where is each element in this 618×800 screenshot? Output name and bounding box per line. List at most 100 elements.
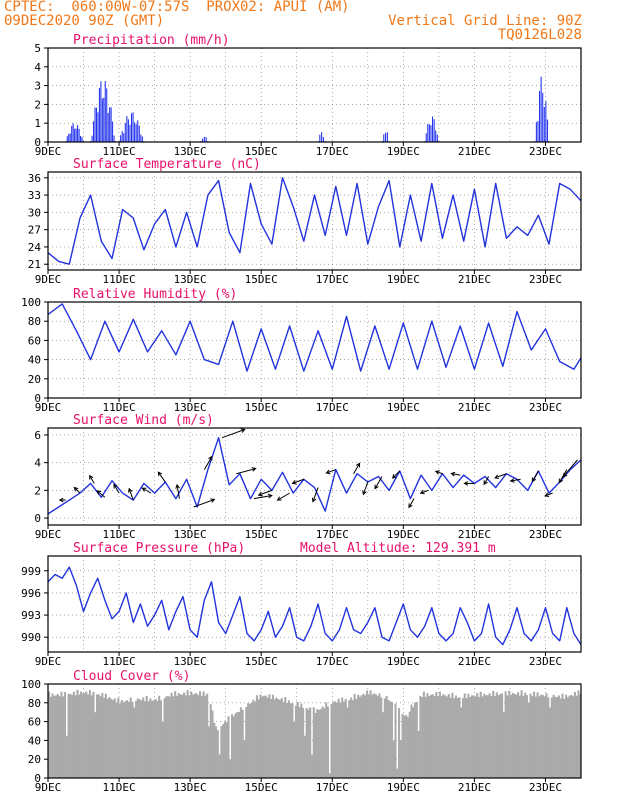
cloud-bar bbox=[106, 698, 109, 778]
cloud-bar bbox=[133, 707, 136, 778]
x-tick-label: 11DEC bbox=[103, 655, 136, 668]
cloud-bar bbox=[472, 695, 475, 778]
cloud-bar bbox=[213, 722, 216, 778]
cloud-bar bbox=[239, 707, 242, 778]
y-tick-label: 40 bbox=[28, 354, 41, 367]
wind-vector bbox=[544, 492, 553, 497]
cloud-bar bbox=[330, 703, 333, 778]
cloud-bar bbox=[113, 698, 116, 778]
cloud-bar bbox=[442, 694, 445, 778]
x-tick-label: 19DEC bbox=[387, 145, 420, 158]
cloud-bar bbox=[312, 707, 315, 778]
cloud-bar bbox=[245, 707, 248, 778]
cloud-bar bbox=[131, 701, 134, 778]
cloud-bar bbox=[287, 700, 290, 778]
cloud-bar bbox=[429, 694, 433, 778]
cloud-bar bbox=[174, 691, 177, 778]
wind-vector bbox=[531, 470, 539, 482]
x-tick-label: 23DEC bbox=[529, 655, 562, 668]
header-line1-left: CPTEC: 060:00W-07:57S PROX02: APUI (AM) bbox=[4, 0, 350, 15]
cloud-bar bbox=[207, 726, 210, 778]
x-tick-label: 17DEC bbox=[316, 145, 349, 158]
precip-bar bbox=[132, 112, 134, 142]
y-tick-label: 33 bbox=[28, 189, 41, 202]
precip-bar bbox=[428, 124, 430, 142]
cloud-bar bbox=[48, 691, 51, 778]
wind-vector bbox=[193, 498, 215, 508]
x-tick-label: 15DEC bbox=[245, 273, 278, 286]
wind-vector bbox=[392, 470, 401, 479]
precip-bar bbox=[205, 137, 207, 142]
temp-title: Surface Temperature (nC) bbox=[73, 157, 261, 172]
precip-bar bbox=[95, 107, 98, 142]
x-tick-label: 19DEC bbox=[387, 655, 420, 668]
x-tick-label: 11DEC bbox=[103, 401, 136, 414]
cloud-bar bbox=[495, 692, 498, 778]
cloud-bar bbox=[197, 695, 200, 778]
precip-bar bbox=[100, 81, 102, 142]
cloud-bar bbox=[321, 706, 324, 778]
precip-bar bbox=[110, 107, 112, 142]
cloud-bar bbox=[140, 700, 143, 778]
wind-vector-head bbox=[89, 474, 94, 480]
wind-vector-head bbox=[494, 474, 500, 479]
cloud-bar bbox=[145, 696, 148, 778]
cloud-bar bbox=[232, 716, 235, 778]
wind-vector bbox=[277, 492, 290, 501]
y-tick-label: 6 bbox=[34, 429, 41, 442]
cloud-bar bbox=[309, 707, 312, 778]
wind-vector-head bbox=[509, 478, 515, 483]
cloud-bar bbox=[376, 695, 379, 778]
cloud-bar bbox=[346, 707, 349, 778]
cloud-bar bbox=[117, 697, 120, 778]
precip-bar bbox=[141, 136, 143, 142]
y-tick-label: 27 bbox=[28, 224, 41, 237]
x-tick-label: 9DEC bbox=[35, 145, 62, 158]
y-tick-label: 40 bbox=[28, 734, 41, 747]
cloud-bar bbox=[481, 696, 484, 778]
cloud-bar bbox=[151, 700, 154, 778]
wind-vector-head bbox=[408, 503, 413, 509]
cloud-bar bbox=[234, 713, 237, 778]
pres-frame bbox=[47, 555, 582, 653]
cloud-bar bbox=[87, 694, 90, 778]
cloud-bar bbox=[493, 696, 497, 778]
cloud-bar bbox=[378, 693, 381, 778]
wind-vector-head bbox=[531, 477, 537, 483]
cloud-bar bbox=[181, 694, 184, 778]
cloud-bar bbox=[161, 721, 164, 778]
cloud-bar bbox=[90, 695, 93, 778]
wind-vector-head bbox=[355, 462, 361, 468]
wind-vector-head bbox=[463, 481, 469, 486]
cloud-bar bbox=[509, 694, 513, 778]
rh-frame bbox=[47, 301, 582, 399]
cloud-bar bbox=[152, 700, 155, 778]
wind-series-line bbox=[47, 437, 582, 515]
wind-panel: 0 2 4 6 9DEC 11DEC 13DEC 15DEC 17DEC 19DEC 21DEC 23… bbox=[34, 413, 582, 541]
cloud-bar bbox=[554, 696, 557, 778]
x-tick-label: 23DEC bbox=[529, 145, 562, 158]
x-tick-label: 17DEC bbox=[316, 273, 349, 286]
cloud-bar bbox=[470, 695, 473, 778]
cloud-bar bbox=[399, 740, 402, 778]
cloud-bar bbox=[410, 704, 413, 778]
x-tick-label: 11DEC bbox=[103, 781, 136, 794]
cloud-bar bbox=[501, 693, 504, 778]
cloud-bar bbox=[373, 693, 376, 778]
cloud-bar bbox=[71, 694, 74, 778]
cloud-bar bbox=[323, 708, 326, 778]
cloud-bar bbox=[499, 693, 502, 778]
wind-vector bbox=[362, 481, 369, 495]
cloud-bar bbox=[79, 691, 83, 778]
wind-vector-head bbox=[96, 490, 102, 495]
cloud-bar bbox=[88, 690, 91, 778]
y-tick-label: 20 bbox=[28, 753, 41, 766]
precip-bar bbox=[321, 132, 323, 142]
cloud-bar bbox=[549, 707, 552, 778]
cloud-bar bbox=[195, 693, 198, 778]
wind-vector-head bbox=[240, 428, 246, 433]
precip-bar bbox=[77, 125, 79, 142]
cloud-bar bbox=[533, 691, 536, 778]
x-tick-label: 23DEC bbox=[529, 273, 562, 286]
precip-bar bbox=[129, 124, 131, 142]
